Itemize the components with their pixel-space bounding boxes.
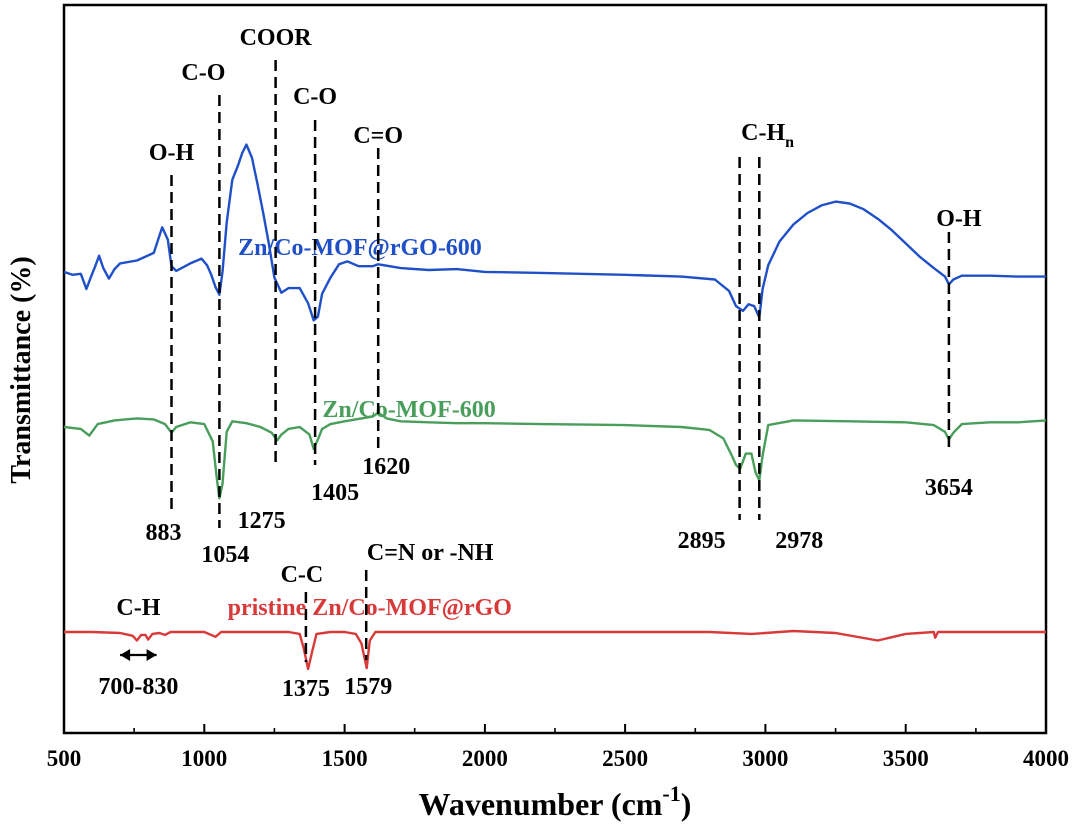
series-layer: Zn/Co-MOF@rGO-600 Zn/Co-MOF-600 pristine Z…	[63, 143, 1047, 671]
range-arrow-right	[146, 649, 157, 661]
wavenumber-label-3: 1405	[311, 480, 359, 506]
x-tick-label-2: 1500	[322, 746, 368, 771]
x-tick-label-6: 3500	[883, 746, 929, 771]
x-axis: 500 1000 1500 2000 2500 3000 3500 4000	[47, 724, 1069, 771]
band-label-5: C-Hn	[741, 120, 794, 151]
wavenumber-label-8: 1375	[282, 676, 330, 702]
wavenumber-label-2: 1275	[238, 508, 286, 534]
plot-area	[62, 3, 1048, 735]
series-label-1: Zn/Co-MOF-600	[322, 397, 495, 423]
wavenumber-label-1: 1054	[201, 542, 249, 568]
annotations: C-H 700-830	[98, 595, 178, 700]
series-line-0	[63, 143, 1046, 322]
band-label-2: COOR	[240, 25, 313, 51]
band-label-0: O-H	[149, 140, 195, 166]
x-tick-label-4: 2500	[602, 746, 648, 771]
x-tick-label-0: 500	[47, 746, 82, 771]
wavenumber-label-4: 1620	[362, 454, 410, 480]
band-label-4: C=O	[353, 123, 403, 149]
range-label: C-H	[116, 595, 160, 621]
x-tick-label-5: 3000	[742, 746, 788, 771]
series-line-1	[63, 411, 1047, 500]
band-label-3: C-O	[293, 84, 337, 110]
y-axis-label: Transmittance (%)	[6, 256, 37, 483]
band-label-9: C=N or -NH	[367, 540, 494, 566]
x-axis-label: Wavenumber (cm-1)	[419, 781, 692, 822]
x-tick-label-1: 1000	[181, 746, 227, 771]
series-label-2: pristine Zn/Co-MOF@rGO	[228, 595, 512, 621]
range-arrow-left	[120, 649, 131, 661]
series-label-0: Zn/Co-MOF@rGO-600	[238, 235, 482, 261]
dashed-lines: O-H 883 C-O 1054 COOR 1275 C-O 1405 C=O 1620 C-Hn 2…	[146, 25, 982, 702]
band-label-sub-5: n	[785, 134, 794, 151]
wavenumber-label-5: 2895	[678, 528, 726, 554]
x-tick-label-7: 4000	[1023, 746, 1069, 771]
wavenumber-label-0: 883	[146, 520, 182, 546]
series-line-2	[64, 629, 1046, 671]
band-label-7: O-H	[936, 206, 982, 232]
wavenumber-label-6: 2978	[775, 528, 823, 554]
band-label-1: C-O	[181, 60, 225, 86]
wavenumber-label-9: 1579	[344, 674, 392, 700]
plot-frame	[62, 3, 1048, 735]
x-axis-label-sup: -1	[662, 781, 680, 806]
x-axis-label-main: Wavenumber (cm	[419, 786, 663, 822]
wavenumber-label-7: 3654	[925, 475, 973, 501]
range-value: 700-830	[98, 674, 178, 700]
x-tick-label-3: 2000	[462, 746, 508, 771]
x-axis-label-close: )	[681, 786, 692, 822]
band-label-8: C-C	[281, 562, 324, 588]
